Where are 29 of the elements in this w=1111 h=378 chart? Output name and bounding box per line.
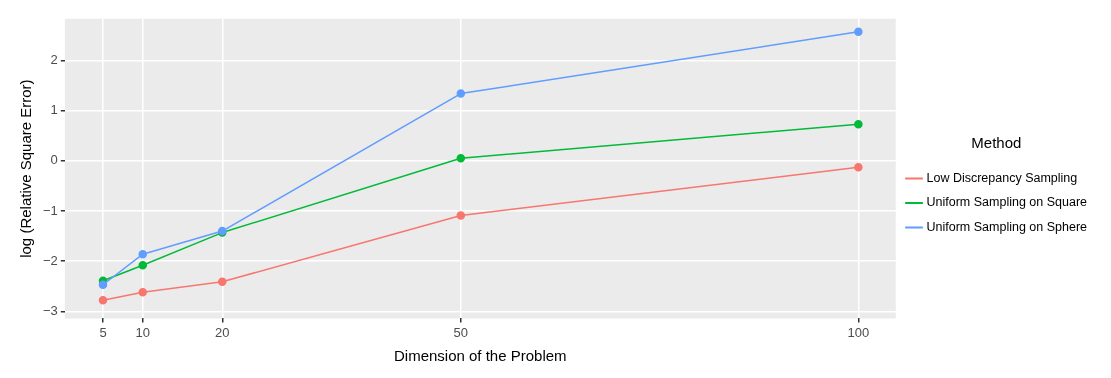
point bbox=[854, 27, 863, 37]
y-tick-label: −2 bbox=[42, 252, 58, 268]
x-tick-label: 50 bbox=[453, 324, 469, 340]
point bbox=[854, 163, 863, 172]
point bbox=[456, 211, 466, 220]
point bbox=[456, 89, 466, 98]
point bbox=[98, 296, 108, 305]
point bbox=[98, 280, 108, 290]
legend-title: Method bbox=[971, 133, 1022, 151]
point bbox=[854, 119, 863, 129]
point bbox=[138, 288, 147, 297]
y-tick-label: −1 bbox=[42, 202, 58, 218]
point bbox=[218, 277, 227, 287]
x-tick-label: 10 bbox=[135, 324, 150, 340]
x-tick-label: 5 bbox=[99, 324, 107, 340]
y-tick-label: 2 bbox=[50, 52, 58, 68]
y-tick-label: 1 bbox=[50, 102, 58, 118]
y-tick-label: 0 bbox=[50, 152, 58, 168]
y-axis-title: log (Relative Square Error) bbox=[17, 79, 35, 258]
legend-label: Uniform Sampling on Square bbox=[926, 195, 1088, 210]
legend-label: Low Discrepancy Sampling bbox=[926, 170, 1078, 185]
y-tick-label: −3 bbox=[42, 302, 58, 318]
x-tick-label: 100 bbox=[847, 324, 870, 340]
point bbox=[456, 154, 466, 163]
point bbox=[138, 249, 147, 259]
point bbox=[138, 260, 147, 270]
x-tick-label: 20 bbox=[215, 324, 230, 340]
legend-label: Uniform Sampling on Sphere bbox=[926, 219, 1088, 234]
x-axis-title: Dimension of the Problem bbox=[393, 347, 567, 365]
